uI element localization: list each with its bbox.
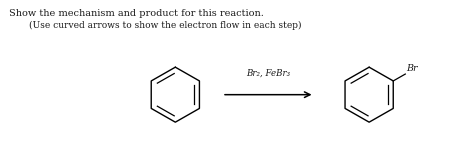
- Text: Show the mechanism and product for this reaction.: Show the mechanism and product for this …: [9, 9, 264, 18]
- Text: Br: Br: [406, 64, 418, 73]
- Text: Br₂, FeBr₃: Br₂, FeBr₃: [245, 69, 290, 78]
- Text: (Use curved arrows to show the electron flow in each step): (Use curved arrows to show the electron …: [29, 21, 302, 30]
